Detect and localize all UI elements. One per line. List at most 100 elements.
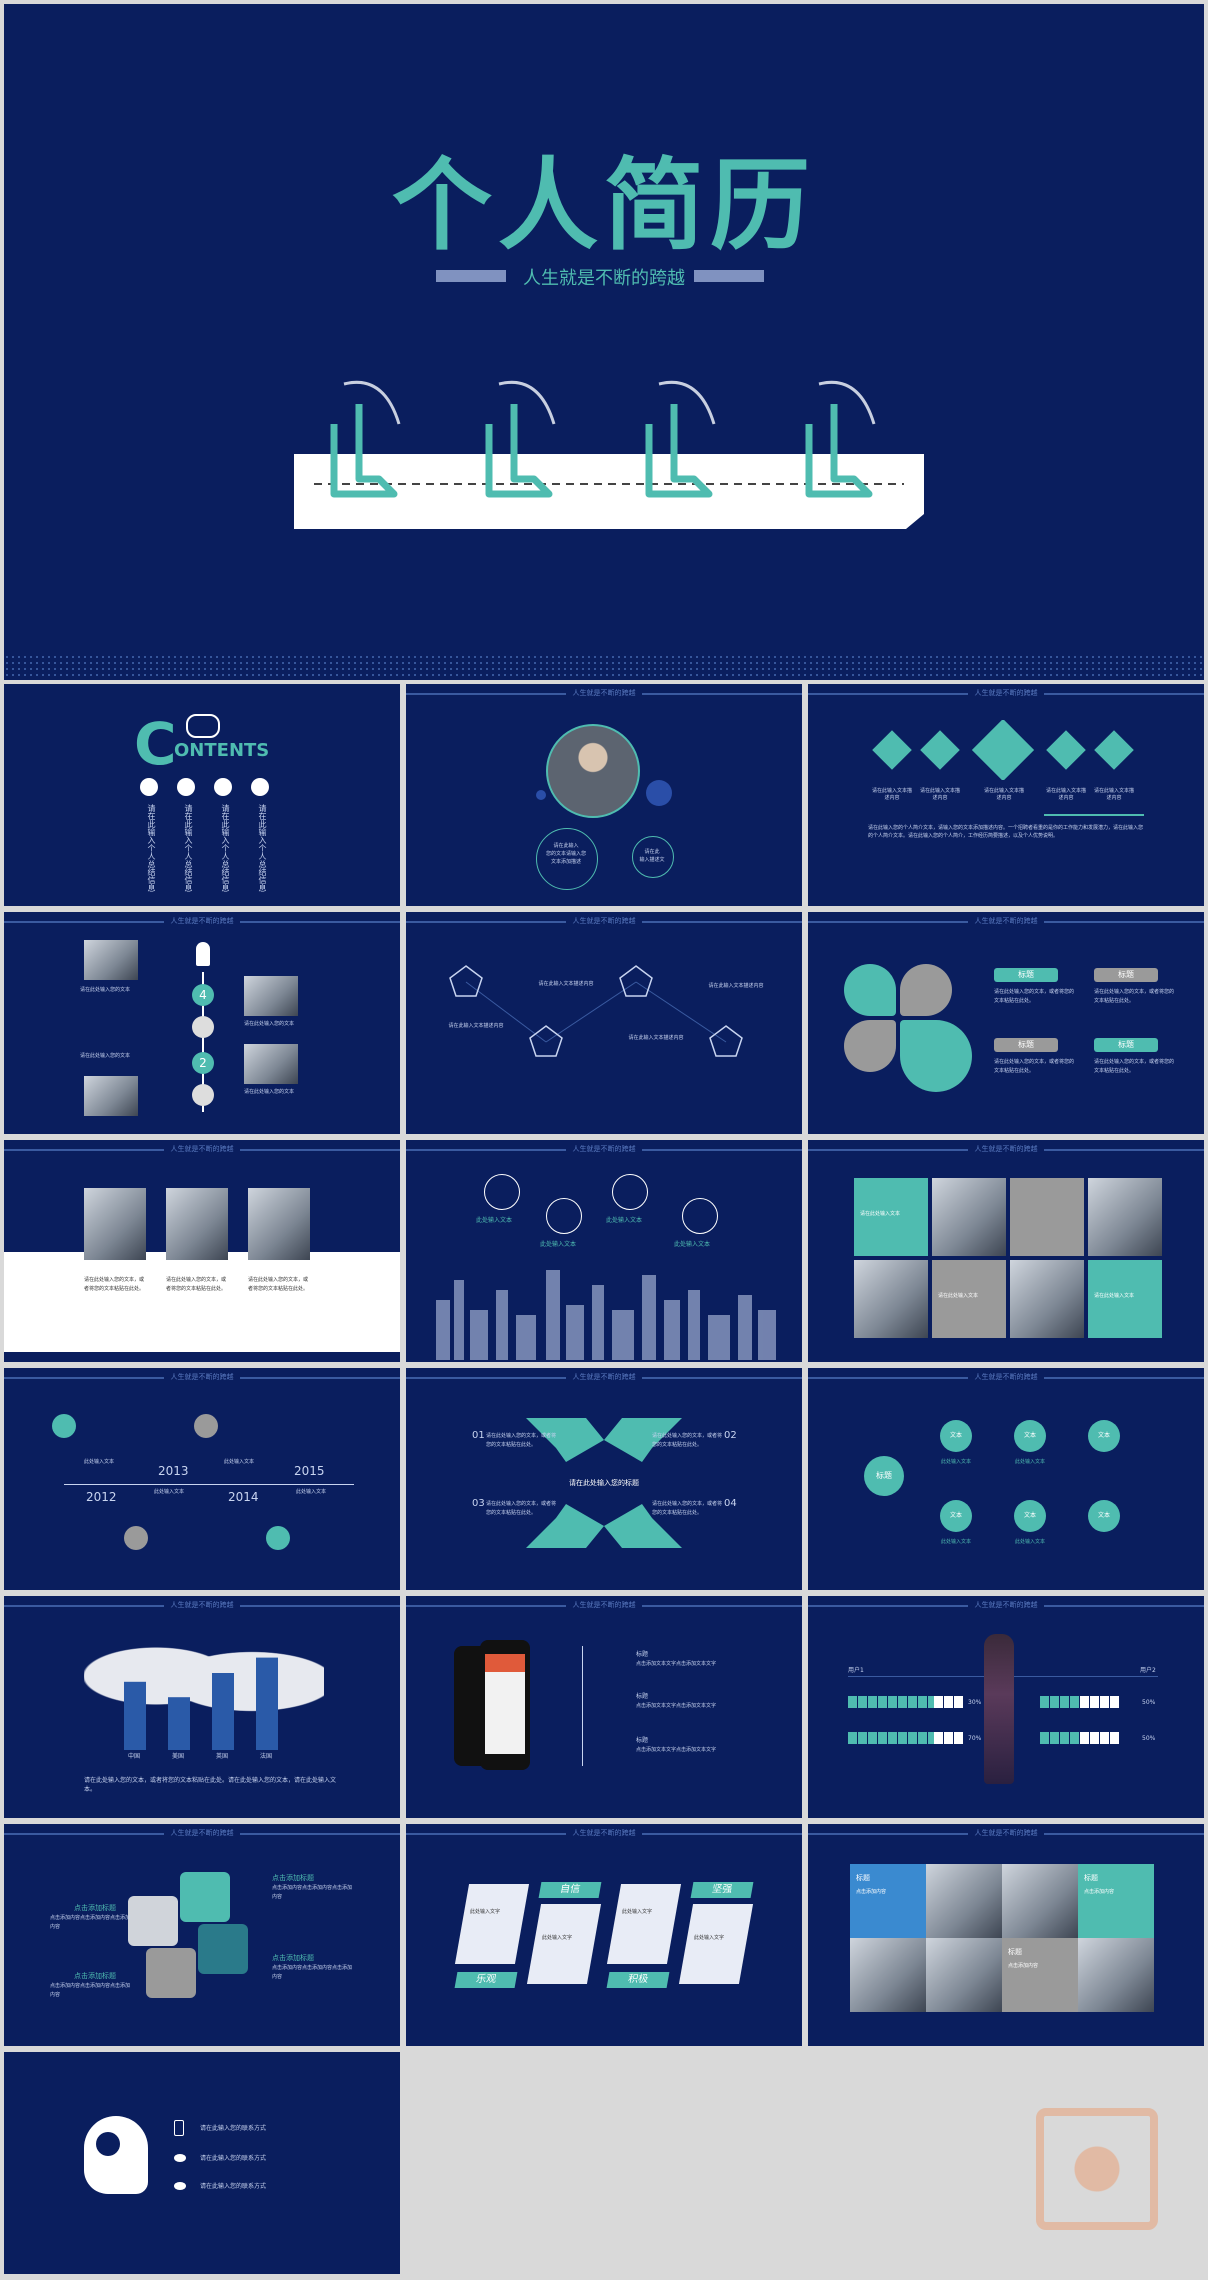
- gear-icon: [96, 2132, 120, 2156]
- cover-subtitle: 人生就是不断的跨越: [523, 268, 685, 289]
- step-01: 01: [472, 1430, 485, 1441]
- trophy-icon: [52, 1414, 76, 1438]
- slide-contents[interactable]: C ONTENTS 请在此输入个人总结信息 请在此输入个人总结信息 请在此输入个…: [4, 684, 400, 906]
- slide-flow[interactable]: 人生就是不断的跨越 标题 文本 文本 文本 文本 文本 文本 此处输入文本 此处…: [808, 1368, 1204, 1590]
- watermark-logo: [1036, 2108, 1158, 2230]
- team-photo: [850, 1938, 926, 2012]
- years-text: 此处输入文本: [296, 1489, 327, 1495]
- header-text: 人生就是不断的跨越: [974, 1373, 1038, 1381]
- pct-3: 50%: [1142, 1699, 1156, 1706]
- slide-profile[interactable]: 人生就是不断的跨越 请在此输入 您的文本请输入您 文本添加描述 请在此 输入描述文: [406, 684, 802, 906]
- puzzle-text: 点击添加内容点击添加内容点击添加内容: [272, 1885, 353, 1900]
- slide-team[interactable]: 人生就是不断的跨越 标题 点击添加内容 标题 点击添加内容 标题 点击添加内容: [808, 1824, 1204, 2046]
- slide-arrows[interactable]: 人生就是不断的跨越 01 02 03 04 请在此处输入您的标题 请在此处输入您…: [406, 1368, 802, 1590]
- puzzle-piece: [180, 1872, 230, 1922]
- trait-confident: 自信: [538, 1882, 602, 1898]
- white-band: [4, 1252, 400, 1352]
- arrows-text: 请在此处输入您的文本，或者将您的文本粘贴在此处。: [652, 1501, 723, 1516]
- header-text: 人生就是不断的跨越: [572, 1601, 636, 1609]
- slide-people[interactable]: 人生就是不断的跨越 请在此处输入您的文本，或者将您的文本粘贴在此处。 请在此处输…: [4, 1140, 400, 1362]
- quad-text: 请在此处输入您的文本，或者将您的文本粘贴在此处。: [1094, 1059, 1175, 1074]
- slide-header: 人生就是不断的跨越: [406, 689, 802, 697]
- slide-cover[interactable]: 个人简历 人生就是不断的跨越: [4, 4, 1204, 680]
- slide-header: 人生就是不断的跨越: [406, 1145, 802, 1153]
- slide-city[interactable]: 人生就是不断的跨越 此处输入文本 此处输入文本 此处输入文本 此处输入文本: [406, 1140, 802, 1362]
- trait-card: [454, 1884, 530, 1964]
- slide-mosaic[interactable]: 人生就是不断的跨越 请在此处输入文本 请在此处输入文本 请在此处输入文本: [808, 1140, 1204, 1362]
- progress-bar-3: [1040, 1696, 1080, 1708]
- mosaic-photo: [854, 1260, 928, 1338]
- mosaic-text: 请在此处输入文本: [1094, 1293, 1135, 1299]
- petal-calendar: [844, 1020, 896, 1072]
- progress-bar-4: [1040, 1732, 1080, 1744]
- phone-screen: [485, 1654, 525, 1754]
- team-title: 标题: [856, 1874, 870, 1882]
- year-2013: 2013: [158, 1464, 189, 1478]
- slide-header: 人生就是不断的跨越: [4, 1829, 400, 1837]
- subtitle-bar-left: [436, 270, 506, 282]
- pct-1: 30%: [968, 1699, 982, 1706]
- year-2015: 2015: [294, 1464, 325, 1478]
- slide-skills[interactable]: 人生就是不断的跨越 请在此输入文本描述内容 请在此输入文本描述内容 请在此输入文…: [808, 684, 1204, 906]
- team-icon: [612, 1174, 648, 1210]
- slide-header: 人生就是不断的跨越: [4, 1601, 400, 1609]
- arrows-text: 请在此处输入您的文本，或者将您的文本粘贴在此处。: [486, 1433, 557, 1448]
- bar: [212, 1673, 234, 1750]
- puzzle-piece: [128, 1896, 178, 1946]
- progress-bar-1: [848, 1696, 934, 1708]
- trait-strong: 坚强: [690, 1882, 754, 1898]
- quad-text: 请在此处输入您的文本，或者将您的文本粘贴在此处。: [994, 1059, 1075, 1074]
- team-title: 标题: [1084, 1874, 1098, 1882]
- slide-worldbar[interactable]: 人生就是不断的跨越 中国 美国 英国 法国 请在此处输入您的文本，或者将您的文本…: [4, 1596, 400, 1818]
- team-photo: [1078, 1938, 1154, 2012]
- years-text: 此处输入文本: [154, 1489, 185, 1495]
- subtitle-bar-right: [694, 270, 764, 282]
- team-text: 点击添加内容: [1084, 1889, 1115, 1895]
- slide-network[interactable]: 人生就是不断的跨越 请在此输入文本描述内容 请在此输入文本描述内容 请在此输入文…: [406, 912, 802, 1134]
- slide-years[interactable]: 人生就是不断的跨越 2012 2013 2014 2015 此处输入文本 此处输…: [4, 1368, 400, 1590]
- skill-label-5: 请在此输入文本描述内容: [1093, 788, 1134, 801]
- slide-header: 人生就是不断的跨越: [406, 917, 802, 925]
- trait-card: [526, 1904, 602, 1984]
- slide-quad[interactable]: 人生就是不断的跨越 标题 标题 标题 标题 请在此处输入您的文本，或者将您的文本…: [808, 912, 1204, 1134]
- timeline-text: 请在此处输入您的文本: [244, 1089, 295, 1095]
- building-photo: [244, 1044, 298, 1084]
- trait-text: 此处输入文字: [622, 1909, 653, 1915]
- timeline-text: 请在此处输入您的文本: [80, 1053, 131, 1059]
- skills-paragraph: 请在此输入您的个人简介文本，请输入您的文本添加描述内容。一个招聘者看重的是你的工…: [868, 825, 1144, 839]
- slide-traits[interactable]: 人生就是不断的跨越 自信 坚强 乐观 积极 此处输入文字 此处输入文字 此处输入…: [406, 1824, 802, 2046]
- header-text: 人生就是不断的跨越: [572, 917, 636, 925]
- petal-phone: [844, 964, 896, 1016]
- phone-label: 标题: [636, 1651, 649, 1658]
- diamond-icons: [872, 720, 1134, 780]
- bike-icon: [186, 714, 220, 738]
- flow-root: 标题: [864, 1456, 904, 1496]
- flow-node: 文本: [1014, 1500, 1046, 1532]
- progress-bar-2: [848, 1732, 934, 1744]
- slide-header: 人生就是不断的跨越: [808, 689, 1204, 697]
- profile-bubble-2: [632, 836, 674, 878]
- city-text: 此处输入文本: [540, 1241, 577, 1248]
- quad-text: 请在此处输入您的文本，或者将您的文本粘贴在此处。: [1094, 989, 1175, 1004]
- slide-contact[interactable]: 请在此输入您的联系方式 请在此输入您的联系方式 请在此输入您的联系方式: [4, 2052, 400, 2274]
- tag-4: 标题: [1094, 1038, 1158, 1052]
- mosaic-tile-teal: [854, 1178, 928, 1256]
- header-text: 人生就是不断的跨越: [170, 1145, 234, 1153]
- arrow-shapes: [526, 1418, 682, 1548]
- slide-timeline-v[interactable]: 人生就是不断的跨越 4 2 请在此处输入您的文本 请在此处输入您的文本 请在此处…: [4, 912, 400, 1134]
- slide-progress[interactable]: 人生就是不断的跨越 用户1 用户2 30% 70% 50% 50%: [808, 1596, 1204, 1818]
- people-text: 请在此处输入您的文本，或者将您的文本粘贴在此处。: [84, 1277, 145, 1292]
- trophy-icon: [266, 1526, 290, 1550]
- slide-puzzle[interactable]: 人生就是不断的跨越 点击添加标题 点击添加内容点击添加内容点击添加内容 点击添加…: [4, 1824, 400, 2046]
- check-icon: [251, 778, 269, 796]
- building-photo: [244, 976, 298, 1016]
- puzzle-title: 点击添加标题: [272, 1954, 314, 1962]
- team-text: 点击添加内容: [1008, 1963, 1039, 1969]
- puzzle-piece: [198, 1924, 248, 1974]
- profile-bubble-1: [536, 828, 598, 890]
- slide-phone[interactable]: 人生就是不断的跨越 标题 点击添加文本文字点击添加文本文字 标题 点击添加文本文…: [406, 1596, 802, 1818]
- mosaic-photo: [1088, 1178, 1162, 1256]
- flow-text: 此处输入文本: [1014, 1459, 1045, 1465]
- trait-text: 此处输入文字: [694, 1935, 725, 1941]
- building-photo: [84, 940, 138, 980]
